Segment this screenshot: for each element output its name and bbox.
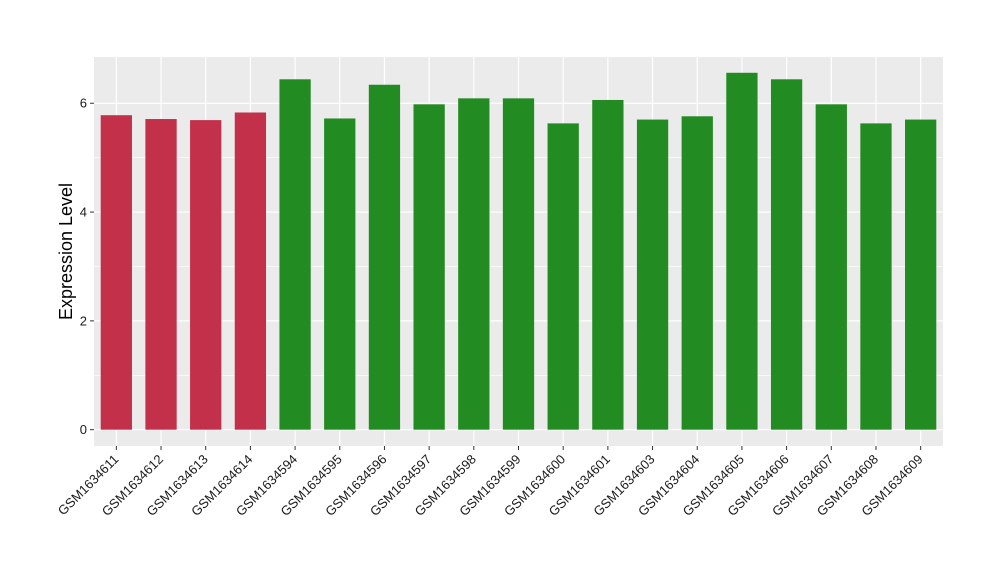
y-tick-label: 2 bbox=[80, 313, 87, 328]
bar-GSM1634607 bbox=[815, 104, 847, 430]
bar-GSM1634604 bbox=[681, 116, 713, 430]
bar-GSM1634601 bbox=[592, 99, 624, 430]
bar-GSM1634603 bbox=[636, 119, 669, 430]
x-axis: GSM1634611GSM1634612GSM1634613GSM1634614… bbox=[55, 446, 926, 519]
bar-GSM1634609 bbox=[905, 119, 937, 430]
y-tick-label: 6 bbox=[80, 96, 87, 111]
bar-GSM1634598 bbox=[458, 98, 490, 430]
bar-GSM1634613 bbox=[190, 120, 222, 430]
bar-GSM1634596 bbox=[368, 84, 401, 430]
bar-GSM1634606 bbox=[770, 79, 803, 430]
bar-GSM1634597 bbox=[413, 104, 445, 430]
bar-GSM1634599 bbox=[502, 98, 535, 430]
bar-GSM1634600 bbox=[547, 123, 579, 430]
y-axis-title: Expression Level bbox=[56, 183, 76, 320]
bars bbox=[100, 72, 937, 430]
y-tick-label: 0 bbox=[80, 422, 87, 437]
y-tick-label: 4 bbox=[80, 205, 87, 220]
bar-GSM1634595 bbox=[324, 118, 356, 430]
bar-GSM1634594 bbox=[279, 79, 311, 430]
bar-GSM1634614 bbox=[234, 112, 267, 430]
bar-GSM1634605 bbox=[726, 72, 758, 430]
bar-GSM1634608 bbox=[860, 123, 892, 430]
y-axis: 0 2 4 6 bbox=[80, 96, 94, 437]
bar-GSM1634611 bbox=[100, 115, 132, 430]
bar-GSM1634612 bbox=[145, 119, 177, 430]
